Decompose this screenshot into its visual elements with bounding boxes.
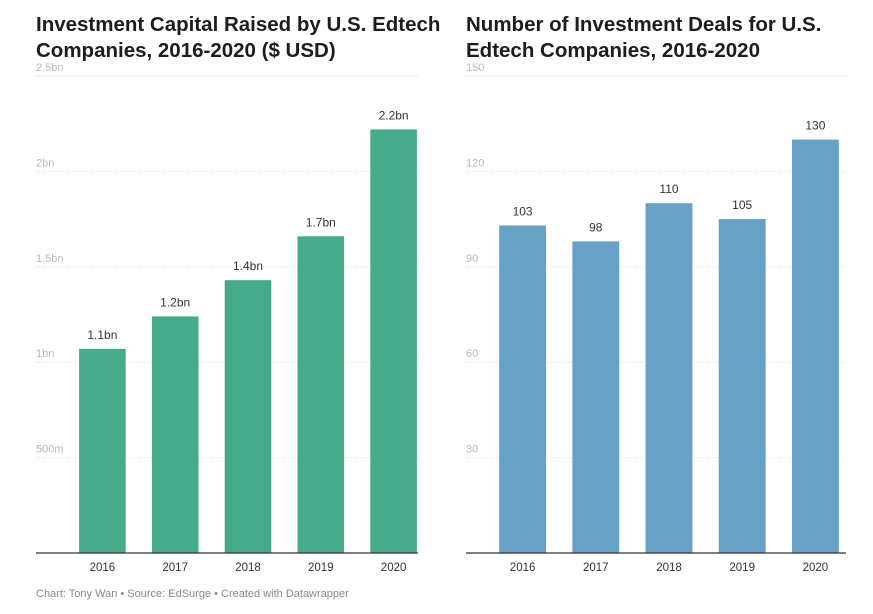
y-tick-label: 1bn xyxy=(36,348,54,360)
x-tick-label: 2016 xyxy=(90,562,116,574)
bar-2020 xyxy=(791,139,839,553)
x-tick-label: 2019 xyxy=(308,562,334,574)
data-label: 1.7bn xyxy=(306,215,336,229)
capital-raised-chart: 500m 1bn 1.5bn 2bn 2.5bn 1.1bn 2016 1.2bn 2017 1.… xyxy=(36,62,418,574)
chart-footer: Chart: Tony Wan • Source: EdSurge • Crea… xyxy=(36,588,349,600)
y-tick-label: 90 xyxy=(466,253,478,265)
y-tick-label: 150 xyxy=(466,62,484,74)
data-label: 130 xyxy=(805,119,825,133)
y-tick-label: 1.5bn xyxy=(36,253,64,265)
data-label: 98 xyxy=(589,220,603,234)
right-chart-title: Number of Investment Deals for U.S. Edte… xyxy=(466,13,822,62)
data-label: 105 xyxy=(732,198,752,212)
bar-2019 xyxy=(297,236,345,553)
bar-2019 xyxy=(718,219,766,553)
y-tick-label: 500m xyxy=(36,444,64,456)
data-label: 2.2bn xyxy=(379,108,409,122)
x-tick-label: 2018 xyxy=(235,562,261,574)
x-tick-label: 2016 xyxy=(510,562,536,574)
data-label: 1.2bn xyxy=(160,295,190,309)
x-tick-label: 2019 xyxy=(729,562,755,574)
bar-2017 xyxy=(151,316,199,553)
x-tick-label: 2017 xyxy=(162,562,188,574)
bar-2016 xyxy=(499,225,547,553)
data-label: 103 xyxy=(513,204,533,218)
bar-2017 xyxy=(572,241,620,554)
y-tick-label: 2.5bn xyxy=(36,62,64,74)
y-tick-label: 120 xyxy=(466,157,484,169)
bar-2016 xyxy=(79,348,126,553)
y-tick-label: 30 xyxy=(466,444,478,456)
data-label: 1.4bn xyxy=(233,259,263,273)
x-tick-label: 2018 xyxy=(656,562,682,574)
y-tick-label: 2bn xyxy=(36,157,54,169)
left-chart-title: Investment Capital Raised by U.S. Edtech… xyxy=(36,13,441,62)
bar-2018 xyxy=(645,203,693,553)
x-tick-label: 2017 xyxy=(583,562,609,574)
data-label: 1.1bn xyxy=(87,328,117,342)
bar-2020 xyxy=(370,129,417,553)
deal-count-chart: 30 60 90 120 150 103 2016 98 2017 110 2018 105 2019 1… xyxy=(466,62,846,574)
x-tick-label: 2020 xyxy=(381,562,407,574)
bar-2018 xyxy=(224,280,272,553)
y-tick-label: 60 xyxy=(466,348,478,360)
data-label: 110 xyxy=(659,182,678,196)
x-tick-label: 2020 xyxy=(803,562,829,574)
